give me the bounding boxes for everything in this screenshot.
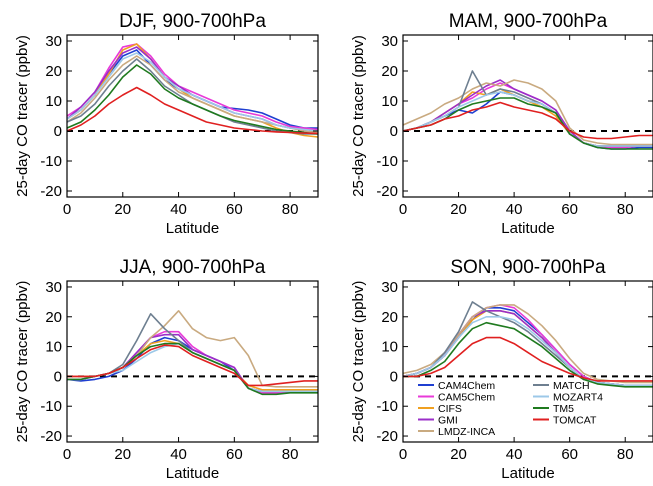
legend-label: LMDZ-INCA <box>438 426 495 438</box>
legend-label: CIFS <box>438 403 462 415</box>
y-tick-label: 0 <box>54 123 62 140</box>
series-line-tomcat <box>67 344 318 387</box>
panel-title: DJF, 900-700hPa <box>119 11 266 32</box>
x-tick-label: 20 <box>450 446 467 463</box>
x-axis-label: Latitude <box>166 220 219 237</box>
y-tick-label: 20 <box>45 63 62 80</box>
y-tick-label: -10 <box>40 153 62 170</box>
x-tick-label: 0 <box>63 201 71 218</box>
y-tick-label: 10 <box>381 93 398 110</box>
x-tick-label: 60 <box>226 201 243 218</box>
y-axis-label: 25-day CO tracer (ppbv) <box>14 35 31 197</box>
y-tick-label: 10 <box>45 339 62 356</box>
y-tick-label: 20 <box>45 309 62 326</box>
y-tick-label: 30 <box>381 33 398 50</box>
legend-label: MOZART4 <box>553 392 603 404</box>
panel-1: DJF, 900-700hPa 25-day CO tracer (ppbv) La… <box>14 11 319 237</box>
y-tick-label: 20 <box>381 309 398 326</box>
series-line-tm5 <box>66 64 319 135</box>
legend-label: MATCH <box>553 380 590 392</box>
y-tick-label: 30 <box>45 279 62 296</box>
x-tick-label: 0 <box>63 446 71 463</box>
series-line-gmi <box>402 79 653 147</box>
panel-title: JJA, 900-700hPa <box>120 257 266 278</box>
x-tick-label: 60 <box>561 446 578 463</box>
series-line-mozart4 <box>402 315 653 387</box>
plot-frame <box>66 34 319 198</box>
y-tick-label: 0 <box>390 368 398 385</box>
panel-4: SON, 900-700hPa 25-day CO tracer (ppbv) La… <box>350 257 653 482</box>
y-tick-label: 0 <box>390 123 398 140</box>
y-tick-label: 0 <box>54 368 62 385</box>
legend-label: TM5 <box>553 403 574 415</box>
x-axis-label: Latitude <box>501 465 554 482</box>
x-tick-label: 40 <box>170 446 187 463</box>
legend-label: TOMCAT <box>553 415 597 427</box>
x-tick-label: 0 <box>399 446 407 463</box>
legend-label: CAM4Chem <box>438 380 495 392</box>
x-axis-label: Latitude <box>501 220 554 237</box>
series-line-tomcat <box>402 101 653 140</box>
series-line-tomcat <box>403 336 653 382</box>
panel-title: SON, 900-700hPa <box>450 257 606 278</box>
plot-frame <box>402 34 653 198</box>
y-tick-label: -10 <box>376 153 398 170</box>
legend-label: CAM5Chem <box>438 392 495 404</box>
x-axis-label: Latitude <box>166 465 219 482</box>
x-tick-label: 80 <box>617 446 634 463</box>
plot-frame <box>402 280 653 443</box>
y-tick-label: -20 <box>40 183 62 200</box>
y-tick-label: 10 <box>45 93 62 110</box>
x-tick-label: 40 <box>506 201 523 218</box>
series-line-cam5chem <box>402 304 653 387</box>
y-tick-label: 10 <box>381 339 398 356</box>
x-tick-label: 80 <box>617 201 634 218</box>
y-axis-label: 25-day CO tracer (ppbv) <box>350 281 367 443</box>
series-line-gmi <box>66 46 319 132</box>
y-axis-label: 25-day CO tracer (ppbv) <box>14 281 31 443</box>
x-tick-label: 20 <box>114 446 131 463</box>
x-tick-label: 40 <box>506 446 523 463</box>
x-tick-label: 80 <box>282 446 299 463</box>
y-tick-label: 30 <box>381 279 398 296</box>
y-tick-label: 20 <box>381 63 398 80</box>
series-line-tm5 <box>402 97 653 150</box>
series-line-lmdz-inca <box>402 79 653 146</box>
y-tick-label: 30 <box>45 33 62 50</box>
series-line-cam5chem <box>66 43 319 131</box>
panel-3: JJA, 900-700hPa 25-day CO tracer (ppbv) La… <box>14 257 319 482</box>
y-tick-label: -20 <box>376 183 398 200</box>
x-tick-label: 20 <box>114 201 131 218</box>
series-line-tm5 <box>403 321 653 388</box>
legend-label: GMI <box>438 415 458 427</box>
x-tick-label: 0 <box>399 201 407 218</box>
y-tick-label: -10 <box>376 398 398 415</box>
y-axis-label: 25-day CO tracer (ppbv) <box>350 35 367 197</box>
x-tick-label: 60 <box>561 201 578 218</box>
x-tick-label: 60 <box>226 446 243 463</box>
x-tick-label: 40 <box>170 201 187 218</box>
panel-2: MAM, 900-700hPa 25-day CO tracer (ppbv) La… <box>350 11 653 237</box>
series-line-mozart4 <box>66 52 319 132</box>
series-line-tomcat <box>66 86 319 135</box>
series-line-cifs <box>67 339 318 391</box>
plot-frame <box>66 280 319 443</box>
series-line-lmdz-inca <box>402 304 653 384</box>
x-tick-label: 20 <box>450 201 467 218</box>
y-tick-label: -20 <box>376 428 398 445</box>
y-tick-label: -10 <box>40 398 62 415</box>
series-line-mozart4 <box>402 91 653 147</box>
x-tick-label: 80 <box>282 201 299 218</box>
y-tick-label: -20 <box>40 428 62 445</box>
panel-title: MAM, 900-700hPa <box>449 11 608 32</box>
